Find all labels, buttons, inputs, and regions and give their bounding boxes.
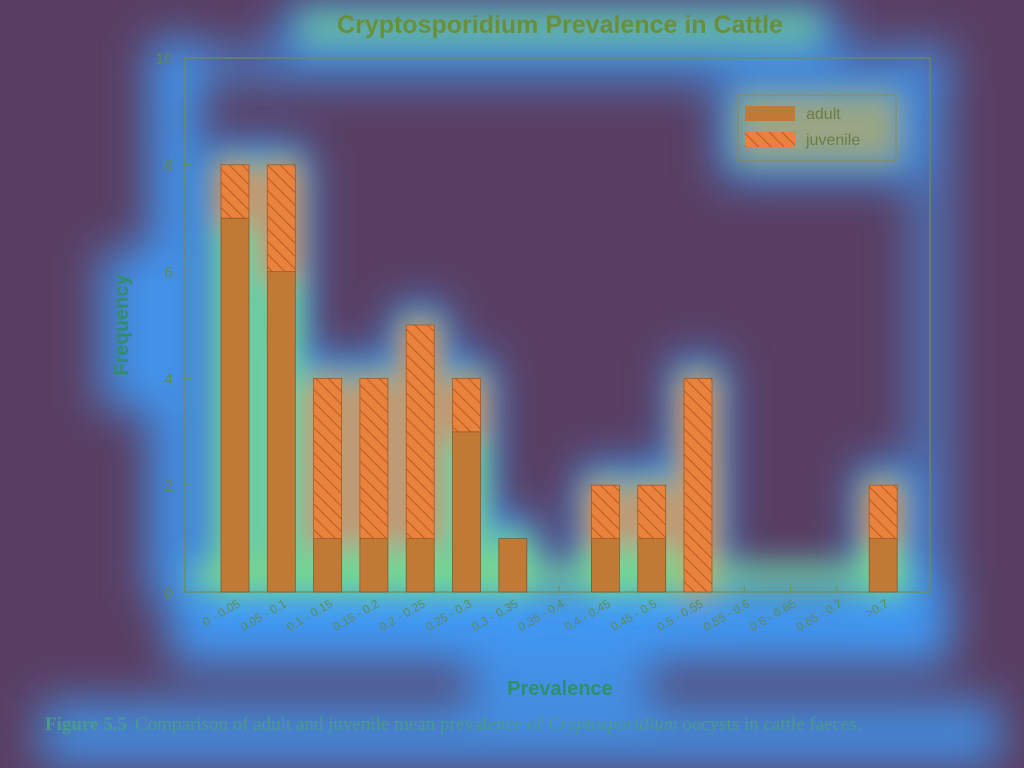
x-axis: 0 - 0.050.05 - 0.10.1 - 0.150.15 - 0.20.… [200,586,891,634]
bar-adult [498,538,528,593]
y-tick-label: 6 [164,265,173,282]
bar-juvenile [359,377,389,539]
y-tick-label: 8 [164,158,173,175]
bar-group [220,164,898,593]
figure-caption: Figure 5.5 Comparison of adult and juveni… [45,713,995,736]
y-tick-label: 0 [164,585,173,602]
x-tick-label: >0.7 [863,596,891,620]
bar-juvenile [313,377,343,539]
caption-italic-organism: Cryptosporidium [547,714,678,735]
legend: adult juvenile [737,94,897,162]
legend-swatch-juvenile [745,132,795,147]
x-axis-label: Prevalence [507,678,613,700]
figure-number: Figure 5.5 [45,714,127,735]
caption-text-after: oocysts in cattle faeces. [677,714,862,735]
x-tick-label: 0.45 - 0.5 [608,596,659,634]
legend-label-adult: adult [806,106,841,123]
y-tick-label: 10 [155,51,173,68]
x-tick-label: 0.15 - 0.2 [330,596,381,634]
x-tick-label: 0.2 - 0.25 [377,596,428,634]
y-tick-label: 4 [164,371,173,388]
bar-adult [220,217,250,593]
x-tick-label: 0.3 - 0.35 [469,596,520,634]
bar-adult [266,271,296,593]
y-axis-label: Frequency [111,274,133,376]
x-tick-label: 0.6 - 0.65 [747,596,798,634]
bar-adult [405,538,435,593]
bar-adult [868,538,898,593]
bar-adult [591,538,620,593]
bar-juvenile [220,164,250,219]
y-tick-label: 2 [164,478,173,495]
bar-juvenile [266,164,296,273]
bar-adult [452,431,481,593]
x-tick-label: 0 - 0.05 [200,596,243,629]
bar-juvenile [405,324,435,540]
chart-title: Cryptosporidium Prevalence in Cattle [337,11,783,39]
legend-box [737,94,897,162]
bar-adult [359,538,389,593]
bar-juvenile [591,484,620,540]
x-tick-label: 0.05 - 0.1 [238,596,289,634]
bar-juvenile [683,377,713,593]
bar-adult [637,538,667,593]
x-tick-label: 0.4 - 0.45 [562,596,613,634]
x-tick-label: 0.5 - 0.55 [655,596,706,634]
caption-text-before: Comparison of adult and juvenile mean pr… [134,714,548,735]
plot-frame [184,57,931,593]
bar-juvenile [868,484,898,540]
bar-juvenile [637,484,667,540]
x-tick-label: 0.65 - 0.7 [793,596,844,634]
x-tick-label: 0.35 - 0.4 [516,596,567,634]
x-tick-label: 0.25 - 0.3 [423,596,474,634]
y-axis: 0 2 4 6 8 10 [155,51,192,602]
legend-label-juvenile: juvenile [805,132,860,149]
x-tick-label: 0.55 - 0.6 [701,596,752,634]
bar-juvenile [452,377,481,433]
bar-adult [313,538,343,593]
x-tick-label: 0.1 - 0.15 [284,596,335,634]
legend-swatch-adult [745,106,795,121]
